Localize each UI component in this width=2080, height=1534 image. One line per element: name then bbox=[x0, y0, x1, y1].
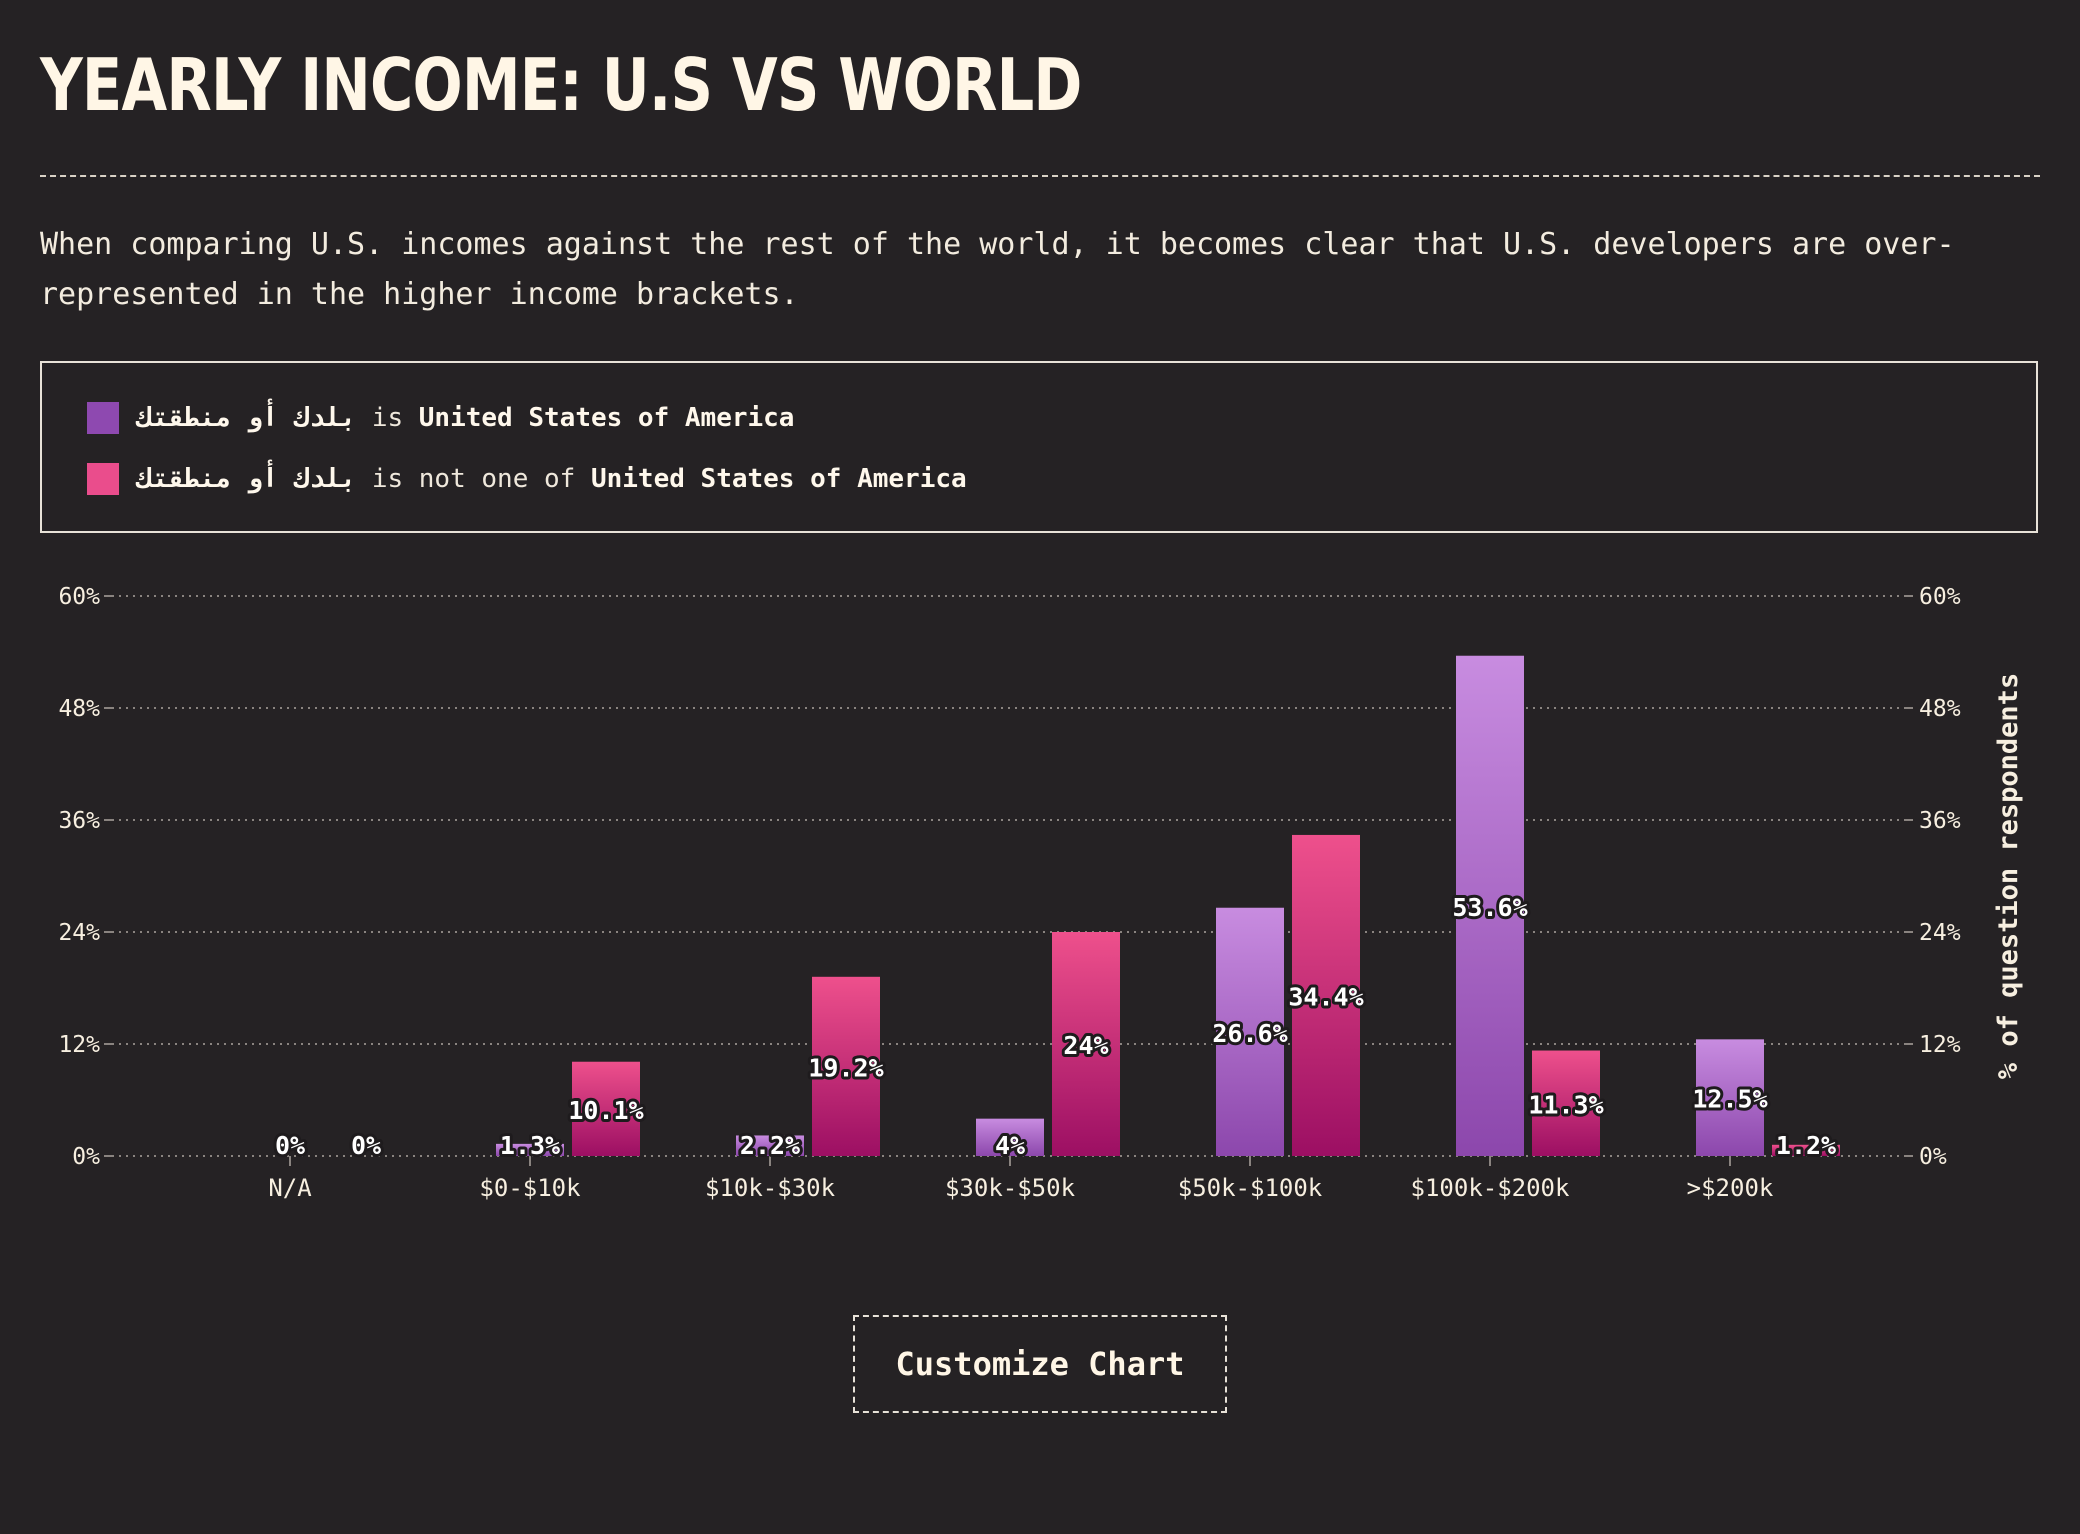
bar-world bbox=[1532, 1050, 1600, 1156]
y-tick-label-left: 36% bbox=[58, 808, 100, 834]
bar-world bbox=[1052, 932, 1120, 1156]
legend-field: بلدك أو منطقتك bbox=[137, 464, 357, 494]
income-bar-chart: 0% 0% 12% 12% 24% 24% 36% 36% 48% 48% 60% 60% % of q… bbox=[58, 584, 2024, 1202]
data-label-world: 1.2% bbox=[1776, 1131, 1836, 1160]
y-tick-label-left: 12% bbox=[58, 1032, 100, 1058]
y-axis-title: % of question respondents bbox=[1993, 673, 2024, 1079]
y-tick-label-left: 24% bbox=[58, 920, 100, 946]
data-label-world: 34.4% bbox=[1288, 982, 1363, 1011]
data-label-usa: 1.3% bbox=[500, 1131, 560, 1160]
data-label-world: 19.2% bbox=[808, 1053, 883, 1082]
y-tick-label-right: 36% bbox=[1919, 808, 1961, 834]
bar-world bbox=[1772, 1144, 1840, 1156]
x-tick-label: N/A bbox=[268, 1174, 312, 1202]
legend-operator: is not one of bbox=[371, 464, 576, 494]
x-tick-label: $100k-$200k bbox=[1411, 1174, 1570, 1202]
legend-field: بلدك أو منطقتك bbox=[137, 403, 357, 433]
legend-value: United States of America bbox=[590, 464, 967, 494]
chart-description: When comparing U.S. incomes against the … bbox=[40, 227, 1955, 312]
data-label-usa: 2.2% bbox=[740, 1131, 800, 1160]
legend-swatch-usa bbox=[87, 402, 119, 434]
x-tick-label: $0-$10k bbox=[479, 1174, 581, 1202]
chart-legend: بلدك أو منطقتك is United States of Ameri… bbox=[40, 361, 2038, 533]
legend-value: United States of America bbox=[418, 403, 795, 433]
data-label-usa: 4% bbox=[995, 1131, 1025, 1160]
bar-world bbox=[1292, 834, 1360, 1156]
bar-world bbox=[812, 976, 880, 1156]
data-label-usa: 12.5% bbox=[1692, 1085, 1767, 1114]
y-tick-label-right: 0% bbox=[1919, 1144, 1947, 1170]
data-label-world: 24% bbox=[1063, 1031, 1108, 1060]
data-label-world: 0% bbox=[351, 1131, 381, 1160]
x-tick-label: >$200k bbox=[1687, 1174, 1774, 1202]
title-divider bbox=[40, 175, 2040, 177]
page-title: YEARLY INCOME: U.S VS WORLD bbox=[40, 43, 1082, 127]
y-tick-label-right: 60% bbox=[1919, 584, 1961, 610]
y-tick-label-left: 60% bbox=[58, 584, 100, 610]
data-label-usa: 26.6% bbox=[1212, 1019, 1287, 1048]
bar-usa bbox=[736, 1135, 804, 1156]
legend-operator: is bbox=[371, 403, 404, 433]
data-label-usa: 53.6% bbox=[1452, 893, 1527, 922]
bar-usa bbox=[496, 1143, 564, 1156]
x-tick-label: $30k-$50k bbox=[945, 1174, 1076, 1202]
legend-swatch-world bbox=[87, 463, 119, 495]
x-tick-label: $50k-$100k bbox=[1178, 1174, 1323, 1202]
x-tick-label: $10k-$30k bbox=[705, 1174, 836, 1202]
legend-item-usa[interactable]: بلدك أو منطقتك is United States of Ameri… bbox=[87, 401, 794, 435]
bar-usa bbox=[1216, 907, 1284, 1156]
data-label-usa: 0% bbox=[275, 1131, 305, 1160]
data-label-world: 11.3% bbox=[1528, 1090, 1603, 1119]
bar-usa bbox=[1696, 1039, 1764, 1156]
y-tick-label-left: 0% bbox=[72, 1144, 100, 1170]
y-tick-label-left: 48% bbox=[58, 696, 100, 722]
legend-item-world[interactable]: بلدك أو منطقتك is not one of United Stat… bbox=[87, 462, 967, 496]
data-label-world: 10.1% bbox=[568, 1096, 643, 1125]
customize-chart-button[interactable]: Customize Chart bbox=[853, 1315, 1227, 1413]
y-tick-label-right: 48% bbox=[1919, 696, 1961, 722]
bar-usa bbox=[976, 1118, 1044, 1156]
bar-world bbox=[572, 1061, 640, 1156]
bar-usa bbox=[1456, 655, 1524, 1156]
y-tick-label-right: 24% bbox=[1919, 920, 1961, 946]
y-tick-label-right: 12% bbox=[1919, 1032, 1961, 1058]
